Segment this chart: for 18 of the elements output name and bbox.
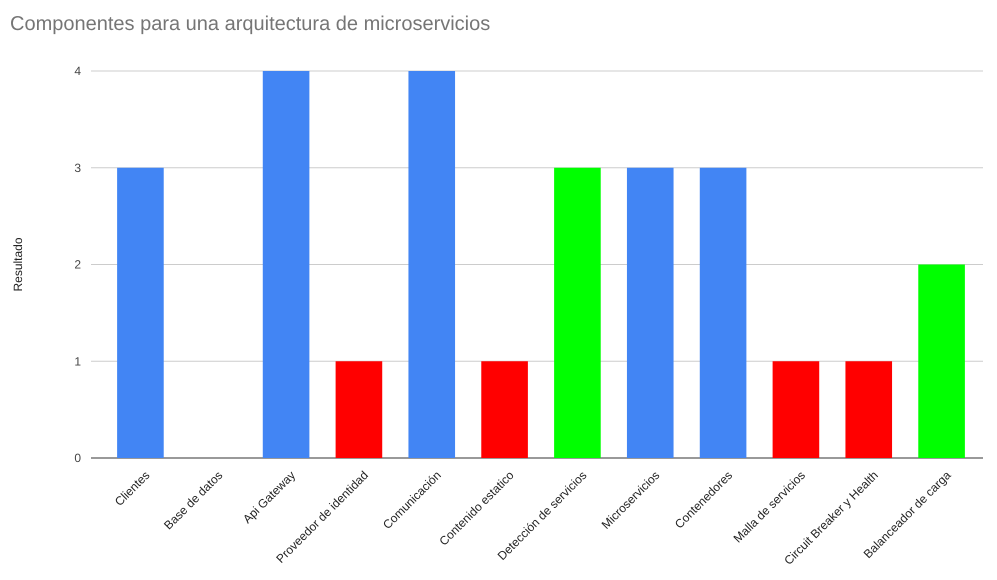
bar — [554, 168, 601, 458]
bar — [772, 361, 820, 458]
bar — [481, 361, 528, 458]
bar — [336, 361, 382, 458]
bar — [918, 264, 965, 458]
y-tick-label: 0 — [74, 451, 82, 466]
bar — [845, 361, 892, 458]
bar — [262, 71, 310, 458]
y-tick-label: 1 — [74, 354, 82, 368]
bar — [117, 168, 164, 458]
y-tick-label: 3 — [74, 160, 82, 175]
bar — [408, 71, 456, 458]
bar — [626, 168, 674, 458]
y-tick-label: 4 — [74, 64, 82, 78]
chart-title: Componentes para una arquitectura de microservicios — [10, 13, 490, 35]
bar — [700, 168, 746, 458]
y-axis-title: Resultado — [11, 237, 25, 292]
y-tick-label: 2 — [74, 258, 82, 272]
